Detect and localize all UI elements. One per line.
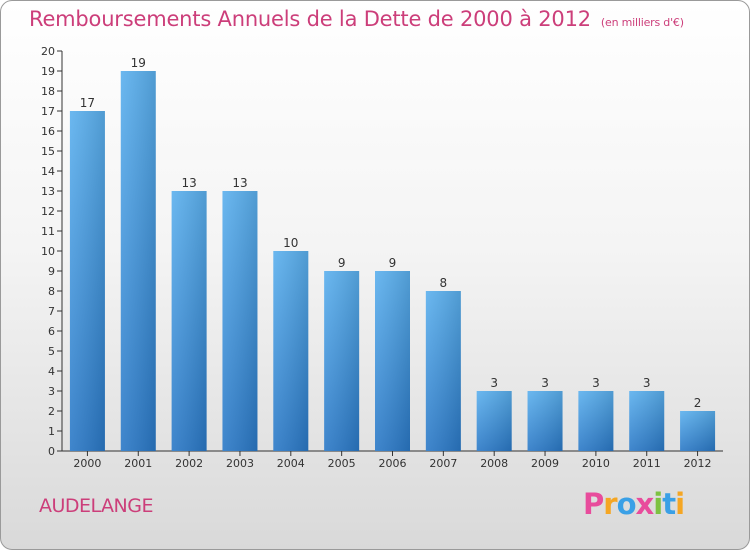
bar-value-label: 17 <box>80 96 95 110</box>
y-tick-label: 4 <box>48 365 55 378</box>
chart-subtitle: (en milliers d'€) <box>600 16 684 29</box>
bar-value-label: 3 <box>490 376 498 390</box>
y-tick-label: 18 <box>41 85 55 98</box>
chart-title: Remboursements Annuels de la Dette de 20… <box>29 7 684 31</box>
bar-shade <box>222 191 258 451</box>
x-tick-label: 2011 <box>633 457 661 470</box>
logo-letter: t <box>662 487 676 521</box>
town-name: AUDELANGE <box>39 495 154 517</box>
y-tick-label: 2 <box>48 405 55 418</box>
bar-shade <box>120 71 156 451</box>
y-tick-label: 13 <box>41 185 55 198</box>
bar-value-label: 13 <box>181 176 196 190</box>
x-tick-label: 2006 <box>379 457 407 470</box>
proxiti-logo: Proxiti <box>583 487 685 521</box>
bar-value-label: 13 <box>232 176 247 190</box>
y-tick-label: 15 <box>41 145 55 158</box>
y-tick-label: 6 <box>48 325 55 338</box>
bar-shade <box>171 191 207 451</box>
y-tick-label: 12 <box>41 205 55 218</box>
logo-letter: o <box>616 487 637 521</box>
y-tick-label: 1 <box>48 425 55 438</box>
logo-letter: P <box>583 487 604 521</box>
y-tick-label: 5 <box>48 345 55 358</box>
bar-value-label: 2 <box>694 396 702 410</box>
bar-value-label: 8 <box>440 276 448 290</box>
bar-value-label: 10 <box>283 236 298 250</box>
x-tick-label: 2007 <box>429 457 457 470</box>
bar-shade <box>476 391 512 451</box>
x-tick-label: 2004 <box>277 457 305 470</box>
y-tick-label: 16 <box>41 125 55 138</box>
bar-shade <box>324 271 360 451</box>
y-tick-label: 0 <box>48 445 55 458</box>
logo-letter: i <box>653 487 663 521</box>
x-tick-label: 2001 <box>124 457 152 470</box>
x-tick-label: 2000 <box>73 457 101 470</box>
bar-shade <box>425 291 461 451</box>
bar-shade <box>273 251 309 451</box>
y-tick-label: 8 <box>48 285 55 298</box>
bar-value-label: 19 <box>131 56 146 70</box>
x-tick-label: 2012 <box>684 457 712 470</box>
y-tick-label: 7 <box>48 305 55 318</box>
bar-shade <box>69 111 105 451</box>
logo-letter: r <box>603 487 617 521</box>
bar-value-label: 3 <box>643 376 651 390</box>
bar-value-label: 9 <box>389 256 397 270</box>
x-tick-label: 2002 <box>175 457 203 470</box>
x-tick-label: 2005 <box>328 457 356 470</box>
bar-shade <box>578 391 614 451</box>
bar-shade <box>527 391 563 451</box>
x-tick-label: 2009 <box>531 457 559 470</box>
x-tick-label: 2010 <box>582 457 610 470</box>
bar-value-label: 9 <box>338 256 346 270</box>
logo-letter: i <box>675 487 685 521</box>
y-tick-label: 17 <box>41 105 55 118</box>
x-tick-label: 2008 <box>480 457 508 470</box>
y-tick-label: 11 <box>41 225 55 238</box>
chart-title-text: Remboursements Annuels de la Dette de 20… <box>29 7 591 31</box>
y-tick-label: 10 <box>41 245 55 258</box>
bar-shade <box>629 391 665 451</box>
y-tick-label: 3 <box>48 385 55 398</box>
bar-value-label: 3 <box>592 376 600 390</box>
bar-value-label: 3 <box>541 376 549 390</box>
y-tick-label: 20 <box>41 45 55 58</box>
x-tick-label: 2003 <box>226 457 254 470</box>
logo-letter: x <box>635 487 655 521</box>
bar-shade <box>680 411 716 451</box>
y-tick-label: 9 <box>48 265 55 278</box>
bar-shade <box>375 271 410 451</box>
y-tick-label: 19 <box>41 65 55 78</box>
y-tick-label: 14 <box>41 165 55 178</box>
